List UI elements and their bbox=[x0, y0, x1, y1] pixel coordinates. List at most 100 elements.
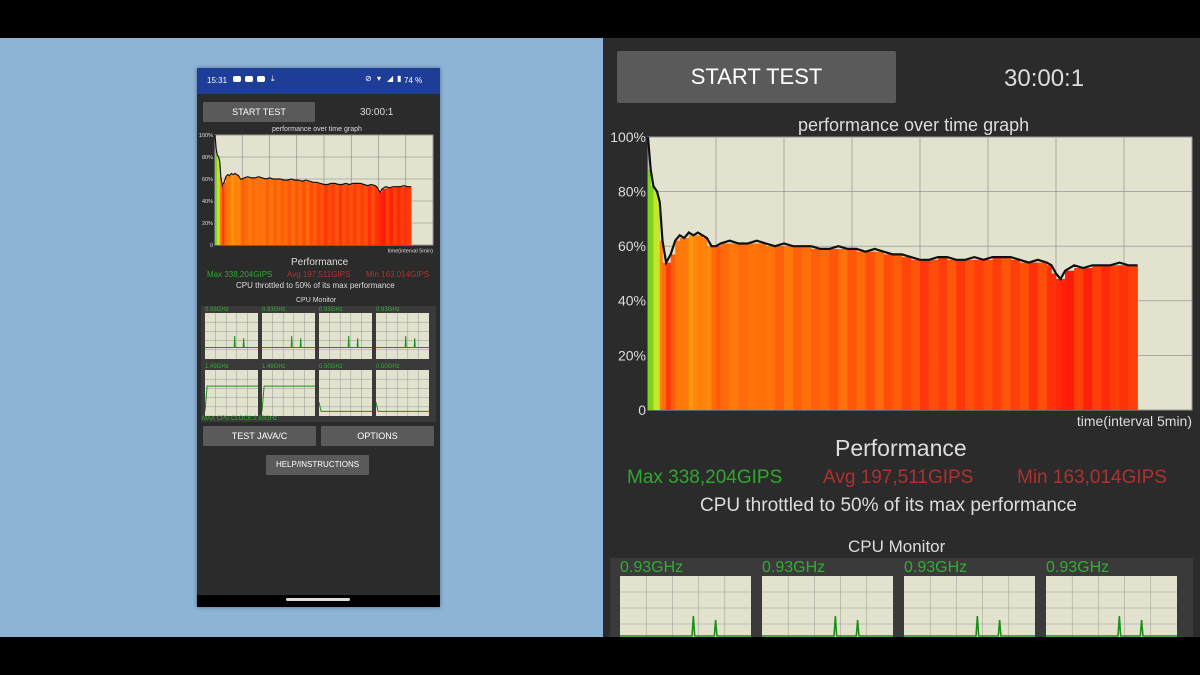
performance-bar bbox=[242, 179, 245, 245]
performance-bar bbox=[276, 179, 281, 245]
performance-bar bbox=[367, 185, 372, 245]
performance-bar bbox=[711, 246, 717, 410]
performance-bar bbox=[1019, 262, 1030, 410]
performance-bar bbox=[240, 179, 243, 245]
options-button[interactable]: OPTIONS bbox=[321, 426, 434, 446]
y-tick-label: 0 bbox=[638, 402, 646, 418]
timer: 30:00:1 bbox=[360, 107, 394, 118]
performance-bar bbox=[298, 181, 303, 245]
performance-bar bbox=[231, 174, 234, 245]
cpu-core-line bbox=[205, 335, 258, 348]
cpu-core-frequency: 0.50GHz bbox=[376, 364, 400, 370]
cpu-core-graph bbox=[262, 370, 315, 416]
performance-bar bbox=[720, 243, 730, 410]
performance-bar bbox=[363, 185, 368, 245]
performance-bar bbox=[378, 192, 381, 245]
performance-bar bbox=[865, 251, 875, 410]
performance-bar bbox=[284, 180, 288, 245]
performance-chart-small: 100% 80% 60% 40% 20% 0 time(interval 5min) bbox=[199, 133, 434, 255]
cpu-core-graph bbox=[904, 576, 1035, 637]
performance-bar bbox=[856, 251, 866, 410]
performance-bar bbox=[269, 179, 274, 245]
performance-bar bbox=[653, 191, 658, 410]
start-test-button-zoomed[interactable]: START TEST bbox=[617, 51, 896, 103]
performance-bar bbox=[1128, 265, 1138, 410]
status-time: 15:31 bbox=[207, 76, 228, 85]
performance-heading-small: Performance bbox=[291, 257, 349, 268]
cpu-core-line bbox=[762, 615, 893, 637]
performance-bar bbox=[258, 177, 263, 245]
performance-bar bbox=[371, 185, 376, 245]
cpu-core-graph bbox=[376, 370, 429, 416]
y-tick-label: 0 bbox=[210, 243, 213, 249]
cpu-core-line bbox=[620, 615, 751, 637]
performance-bar bbox=[216, 154, 218, 245]
max-cpu-clock: MAX CPU CLOCK:2.85GHz bbox=[202, 416, 278, 422]
left-panel: 15:31 ⤓ ⊘ ▾ ◢ ▮ 74 % START TEST 30:00:1 … bbox=[0, 38, 603, 637]
performance-bar bbox=[247, 177, 252, 245]
navigation-bar bbox=[197, 595, 440, 607]
performance-bar bbox=[983, 259, 993, 410]
performance-bar bbox=[385, 187, 390, 245]
performance-bar bbox=[215, 148, 217, 245]
performance-bar bbox=[650, 186, 654, 410]
performance-bar bbox=[389, 187, 394, 245]
cpu-core-frequency: 1.49GHz bbox=[262, 364, 286, 370]
performance-bar bbox=[662, 262, 667, 410]
performance-bar bbox=[1051, 273, 1057, 410]
test-java-c-button[interactable]: TEST JAVA/C bbox=[203, 426, 316, 446]
cpu-core-line bbox=[1046, 615, 1177, 637]
youtube-icon bbox=[233, 76, 241, 82]
performance-bar bbox=[349, 184, 354, 245]
letterbox-top bbox=[0, 0, 1200, 38]
youtube-icon bbox=[245, 76, 253, 82]
cpu-core-line bbox=[376, 335, 429, 348]
cpu-core-line bbox=[376, 402, 429, 412]
help-instructions-button[interactable]: HELP/INSTRUCTIONS bbox=[266, 455, 369, 475]
performance-bar bbox=[1083, 268, 1093, 410]
wifi-icon: ▾ bbox=[377, 74, 382, 83]
performance-bar bbox=[1037, 262, 1048, 410]
max-gips-small: Max 338,204GIPS bbox=[207, 270, 273, 279]
cpu-core-line bbox=[262, 385, 315, 412]
cpu-core-frequency: 0.93GHz bbox=[376, 307, 400, 313]
battery-icon: ▮ bbox=[397, 74, 402, 83]
cpu-core-line bbox=[319, 402, 372, 412]
y-tick-label: 20% bbox=[202, 221, 213, 227]
cpu-core-graph bbox=[319, 313, 372, 359]
performance-bar bbox=[716, 246, 721, 410]
cpu-core-frequency: 0.50GHz bbox=[319, 364, 343, 370]
performance-bar bbox=[965, 259, 975, 410]
performance-bar bbox=[1065, 270, 1075, 410]
performance-bar bbox=[1010, 259, 1021, 410]
performance-bar bbox=[883, 254, 894, 410]
performance-bar bbox=[342, 184, 347, 245]
performance-bar bbox=[262, 179, 267, 245]
cpu-monitor-title-small: CPU Monitor bbox=[296, 297, 337, 304]
performance-bar bbox=[407, 186, 412, 245]
min-gips-zoomed: Min 163,014GIPS bbox=[1017, 467, 1167, 488]
performance-bar bbox=[244, 177, 248, 245]
performance-bar bbox=[784, 246, 794, 410]
cpu-monitor-title-zoomed: CPU Monitor bbox=[848, 537, 946, 556]
performance-bar bbox=[992, 257, 1002, 410]
performance-bar bbox=[233, 174, 236, 245]
performance-bar bbox=[324, 184, 328, 245]
youtube-icon bbox=[257, 76, 265, 82]
performance-bar bbox=[920, 259, 930, 410]
cpu-core-frequency: 0.93GHz bbox=[620, 559, 684, 576]
performance-bar bbox=[666, 262, 671, 410]
performance-bar bbox=[236, 175, 239, 245]
performance-line bbox=[646, 136, 1138, 281]
performance-bar bbox=[313, 182, 318, 245]
chart-title-small: performance over time graph bbox=[272, 126, 362, 133]
start-test-button[interactable]: START TEST bbox=[203, 102, 315, 122]
performance-bar bbox=[688, 235, 694, 410]
performance-bar bbox=[222, 185, 225, 245]
performance-bar bbox=[729, 243, 739, 410]
home-gesture-pill[interactable] bbox=[286, 598, 350, 601]
cpu-core-frequency: 0.93GHz bbox=[1046, 559, 1110, 576]
performance-bar bbox=[956, 259, 966, 410]
cpu-core-frequency: 0.93GHz bbox=[319, 307, 343, 313]
performance-line bbox=[214, 134, 412, 194]
